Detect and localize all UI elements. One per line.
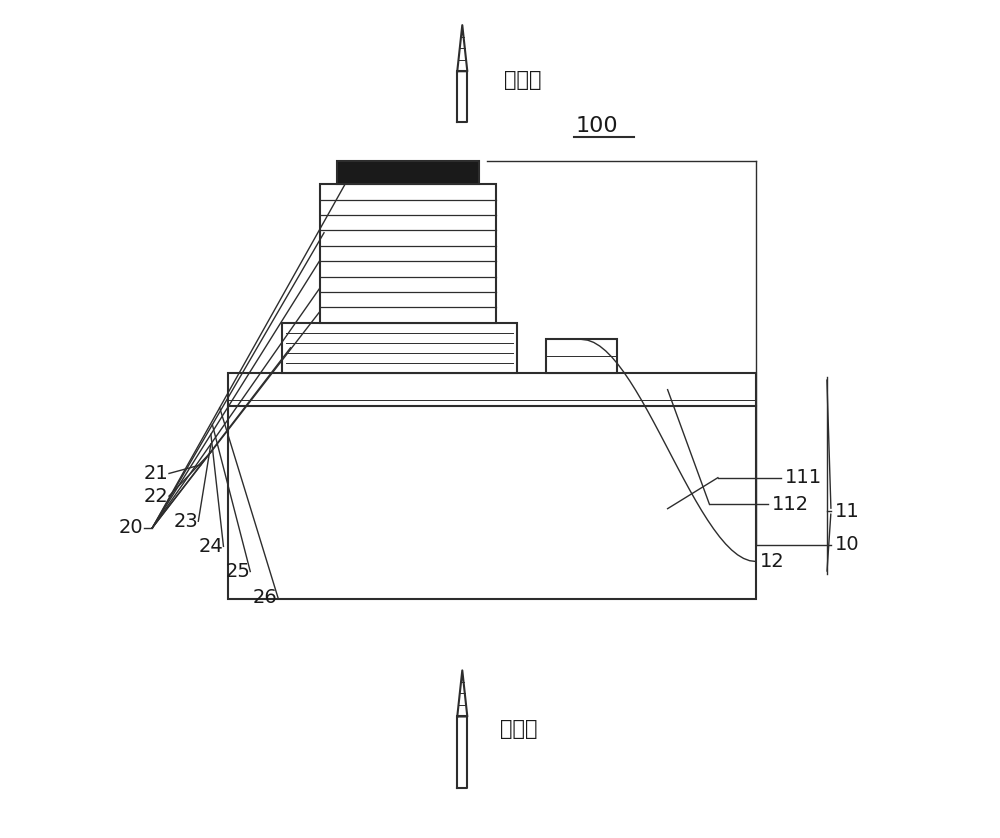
Bar <box>337 161 479 184</box>
Text: 11: 11 <box>835 502 860 520</box>
Polygon shape <box>457 71 467 122</box>
Text: 111: 111 <box>785 468 822 487</box>
Text: 100: 100 <box>575 116 618 136</box>
Bar <box>282 323 517 373</box>
Text: 20: 20 <box>119 519 143 537</box>
Polygon shape <box>457 716 467 788</box>
Text: 112: 112 <box>772 495 809 514</box>
Polygon shape <box>457 25 467 71</box>
Text: 红外光: 红外光 <box>500 719 538 739</box>
Text: 23: 23 <box>173 512 198 530</box>
Bar <box>320 184 496 323</box>
Polygon shape <box>457 670 467 716</box>
Text: 12: 12 <box>760 552 785 571</box>
Text: 26: 26 <box>253 588 278 607</box>
Text: 25: 25 <box>225 562 250 581</box>
Text: 21: 21 <box>144 464 169 483</box>
Bar <box>546 339 617 373</box>
Bar <box>228 373 756 599</box>
Text: 10: 10 <box>835 535 860 554</box>
Text: 22: 22 <box>144 487 169 505</box>
Text: 24: 24 <box>198 537 223 556</box>
Text: 可见光: 可见光 <box>504 70 542 90</box>
